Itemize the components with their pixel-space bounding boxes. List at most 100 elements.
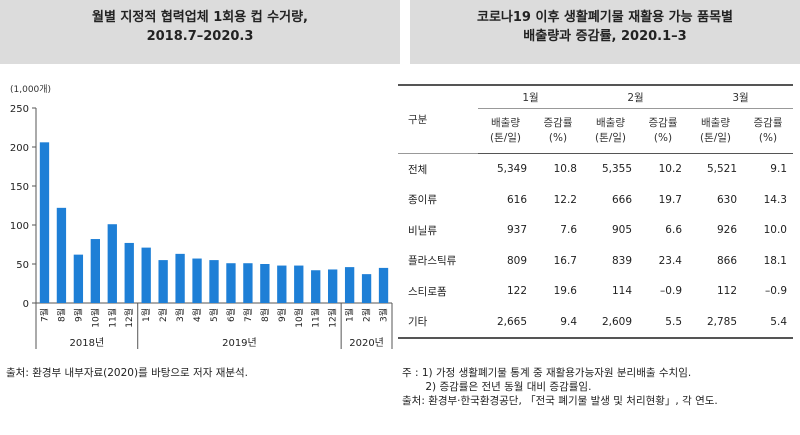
- sub-header-row: 배출량 (톤/일) 증감률 (%) 배출량 (톤/일) 증감률 (%) 배출량 (톤/일) 증감률 (…: [398, 109, 793, 154]
- unit-label: (1,000개): [10, 84, 51, 95]
- x-tick-label: 11월: [106, 308, 118, 328]
- sub-header-unit: (톤/일): [594, 132, 627, 144]
- bar: [141, 247, 151, 303]
- y-tick-label: 200: [10, 143, 29, 154]
- rate-cell: 9.1: [743, 153, 793, 185]
- amount-cell: 5,349: [478, 153, 533, 185]
- note-line: 2) 증감률은 전년 동월 대비 증감률임.: [402, 381, 592, 393]
- x-tick-label: 11월: [310, 308, 322, 328]
- row-label: 기타: [398, 306, 478, 339]
- rate-header: 증감률 (%): [638, 109, 688, 154]
- rate-header: 증감률 (%): [533, 109, 583, 154]
- bar: [39, 142, 50, 303]
- note-line: 주 : 1) 가정 생활폐기물 통계 중 재활용가능자원 분리배출 수치임.: [402, 367, 692, 379]
- table-row: 종이류 616 12.2 666 19.7 630 14.3: [398, 185, 793, 216]
- x-tick-label: 7월: [242, 308, 254, 322]
- stats-table: 구분 1월 2월 3월 배출량 (톤/일) 증감률 (%) 배출량 (톤/일) 증감률 (%)…: [398, 84, 793, 339]
- amount-cell: 112: [716, 285, 737, 298]
- chart-title-line1: 월별 지정적 협력업체 1회용 컵 수거량,: [91, 10, 308, 25]
- y-tick-label: 250: [10, 104, 29, 115]
- rate-cell: –0.9: [660, 285, 682, 298]
- x-tick-label: 2월: [361, 308, 373, 322]
- amount-cell: 926: [716, 224, 737, 237]
- rate-cell: 10.0: [763, 224, 787, 237]
- x-tick-label: 1월: [344, 308, 356, 322]
- row-label: 스티로폼: [408, 285, 447, 298]
- bar: [260, 264, 270, 303]
- sub-header-line: 증감률: [648, 117, 678, 129]
- bar: [73, 254, 84, 303]
- amount-cell: 2,609: [583, 306, 638, 339]
- amount-cell: 866: [716, 254, 737, 267]
- sub-header-line: 증감률: [753, 117, 783, 129]
- month-header: 3월: [688, 85, 793, 109]
- amount-cell: 839: [611, 254, 632, 267]
- rate-cell: 14.3: [763, 193, 787, 206]
- rate-cell: 6.6: [665, 224, 682, 237]
- x-tick-label: 9월: [72, 308, 84, 322]
- x-tick-label: 1월: [140, 308, 152, 322]
- y-tick-label: 150: [10, 182, 29, 193]
- table-title-line2: 배출량과 증감률, 2020.1–3: [523, 29, 687, 44]
- sub-header-unit: (%): [653, 132, 673, 144]
- y-tick-label: 0: [23, 299, 29, 310]
- table-row: 전체 5,349 10.8 5,355 10.2 5,521 9.1: [398, 153, 793, 185]
- bar: [107, 224, 117, 303]
- year-group-label: 2018년: [70, 337, 105, 349]
- amount-cell: 2,665: [478, 306, 533, 339]
- rate-cell: 12.2: [553, 193, 577, 206]
- x-tick-label: 7월: [38, 308, 50, 322]
- amount-cell: 5,355: [583, 153, 638, 185]
- chart-title-line2: 2018.7–2020.3: [146, 29, 254, 44]
- bar: [90, 239, 100, 303]
- y-tick-label: 100: [10, 221, 29, 232]
- sub-header-line: 배출량: [701, 117, 730, 129]
- x-tick-label: 12월: [327, 308, 339, 328]
- bar: [124, 242, 134, 303]
- x-tick-label: 3월: [378, 308, 390, 322]
- bar-chart: (1,000개) 0 50 100 150 200 250 7월 8월 9월 10월 11월 12월 1월…: [10, 84, 393, 349]
- rate-cell: –0.9: [765, 285, 787, 298]
- row-label: 플라스틱류: [408, 255, 457, 268]
- rate-cell: 10.2: [638, 153, 688, 185]
- bar: [361, 274, 372, 303]
- rate-cell: 7.6: [560, 224, 577, 237]
- bar: [243, 263, 253, 303]
- rate-cell: 5.4: [743, 306, 793, 339]
- x-tick-label: 8월: [259, 308, 271, 322]
- bar: [158, 260, 168, 303]
- sub-header-line: 증감률: [543, 117, 573, 129]
- sub-header-line: 배출량: [491, 117, 520, 129]
- table-row: 기타 2,665 9.4 2,609 5.5 2,785 5.4: [398, 306, 793, 339]
- amount-cell: 666: [611, 193, 632, 206]
- amount-cell: 616: [506, 193, 527, 206]
- month-header: 1월: [478, 85, 583, 109]
- table-row: 플라스틱류 809 16.7 839 23.4 866 18.1: [398, 246, 793, 277]
- amount-header: 배출량 (톤/일): [478, 109, 533, 154]
- month-header: 2월: [583, 85, 688, 109]
- x-tick-label: 4월: [191, 308, 203, 322]
- chart-source: 출처: 환경부 내부자료(2020)를 바탕으로 저자 재분석.: [6, 367, 249, 379]
- amount-header: 배출량 (톤/일): [688, 109, 743, 154]
- bar: [226, 263, 236, 303]
- table-title-line1: 코로나19 이후 생활폐기물 재활용 가능 품목별: [476, 10, 733, 25]
- amount-cell: 122: [506, 285, 527, 298]
- x-tick-label: 3월: [174, 308, 186, 322]
- bar: [311, 270, 321, 303]
- x-tick-label: 10월: [89, 308, 101, 328]
- sub-header-unit: (%): [758, 132, 778, 144]
- rate-cell: 19.7: [658, 193, 682, 206]
- y-tick-label: 50: [16, 260, 29, 271]
- x-tick-label: 6월: [225, 308, 237, 322]
- x-tick-label: 8월: [55, 308, 67, 322]
- rate-cell: 19.6: [553, 285, 577, 298]
- rate-cell: 9.4: [533, 306, 583, 339]
- sub-header-unit: (톤/일): [699, 132, 732, 144]
- bar: [378, 267, 389, 303]
- sub-header-line: 배출량: [596, 117, 625, 129]
- rate-cell: 10.8: [533, 153, 583, 185]
- bar: [192, 258, 202, 303]
- amount-cell: 630: [716, 193, 737, 206]
- x-tick-label: 2월: [157, 308, 169, 322]
- amount-header: 배출량 (톤/일): [583, 109, 638, 154]
